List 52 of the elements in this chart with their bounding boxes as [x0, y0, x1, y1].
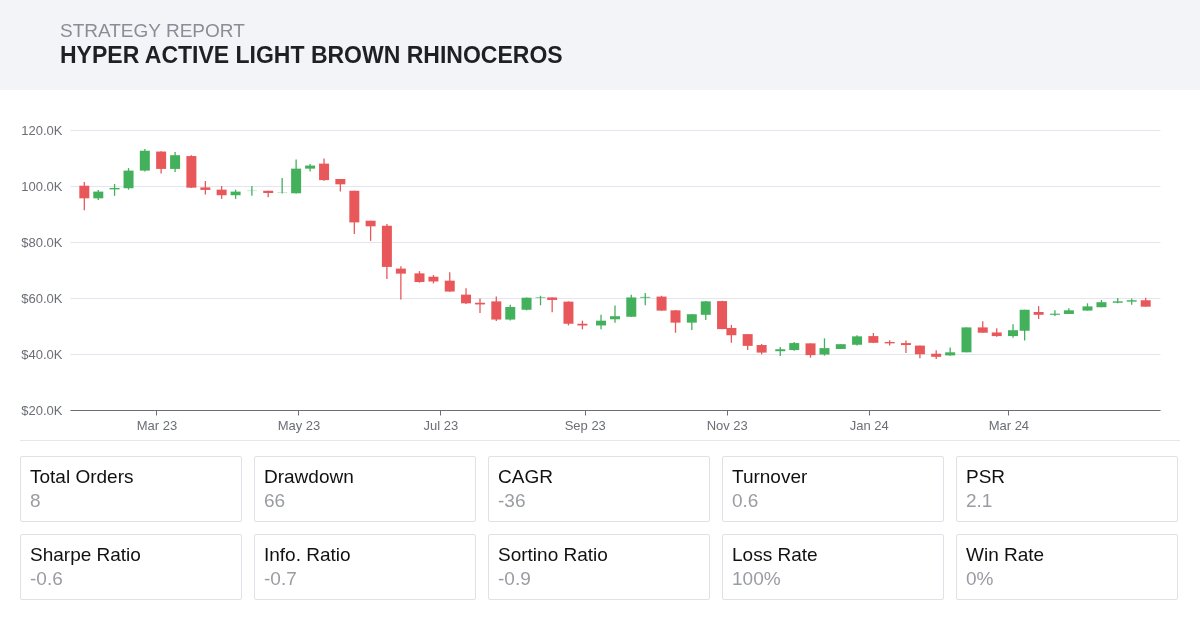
text: 0.6: [732, 490, 759, 512]
y-tick-label: $40.0K: [21, 346, 63, 362]
text: CAGR: [498, 466, 553, 488]
x-tick-label: Mar 23: [136, 417, 178, 433]
text: 8: [30, 490, 41, 512]
candlestick: [626, 293, 637, 318]
text: Total Orders: [30, 466, 134, 488]
text: PSR: [966, 466, 1006, 488]
y-tick-label: $60.0K: [21, 290, 63, 306]
candlestick: [395, 265, 406, 301]
y-tick-label: $20.0K: [21, 402, 63, 418]
x-tick-label: Jan 24: [849, 417, 889, 433]
x-tick-label: Nov 23: [706, 417, 748, 433]
text: Sortino Ratio: [498, 544, 608, 566]
candlestick: [1008, 323, 1019, 339]
x-tick-label: Sep 23: [564, 417, 606, 433]
candlestick: [79, 181, 90, 212]
chart-subtitle: HYPER ACTIVE LIGHT BROWN RHINOCEROS: [60, 42, 563, 69]
y-tick-label: 120.0K: [21, 122, 63, 138]
candlestick: [444, 271, 455, 293]
candlestick: [156, 150, 167, 175]
y-tick-label: $80.0K: [21, 234, 63, 250]
text: 100%: [732, 568, 781, 590]
text: -0.7: [264, 568, 297, 590]
text: -36: [498, 490, 526, 512]
candlestick: [123, 167, 134, 191]
text: Turnover: [732, 466, 808, 488]
text: Drawdown: [264, 466, 354, 488]
text: -0.9: [498, 568, 531, 590]
candlestick: [900, 339, 911, 354]
text: 2.1: [966, 490, 993, 512]
candlestick: [319, 157, 330, 182]
chart-title: STRATEGY REPORT: [60, 20, 245, 42]
text: Win Rate: [966, 544, 1045, 566]
text: 66: [264, 490, 286, 512]
candlestick: [1019, 309, 1030, 342]
y-tick-label: 100.0K: [21, 178, 63, 194]
candlestick: [563, 300, 574, 327]
candlestick: [670, 309, 681, 334]
text: Info. Ratio: [264, 544, 351, 566]
candlestick: [491, 295, 502, 322]
x-tick-label: Jul 23: [423, 417, 459, 433]
candlestick: [610, 304, 620, 324]
candlestick: [170, 151, 181, 173]
x-tick-label: Mar 24: [988, 417, 1030, 433]
text: Loss Rate: [732, 544, 818, 566]
candlestick: [700, 300, 711, 321]
candlestick: [1049, 309, 1060, 317]
text: Sharpe Ratio: [30, 544, 141, 566]
text: -0.6: [30, 568, 63, 590]
x-tick-label: May 23: [277, 417, 321, 433]
text: 0%: [966, 568, 994, 590]
